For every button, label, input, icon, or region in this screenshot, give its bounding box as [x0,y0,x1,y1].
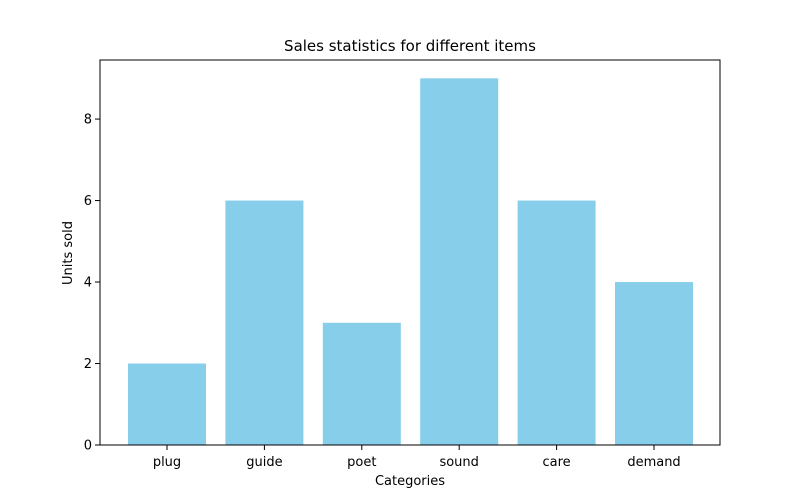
y-axis-label: Units sold [61,221,76,285]
x-tick-label: poet [347,455,376,470]
y-tick-label: 4 [84,276,92,291]
bar-plug [128,363,206,445]
x-tick-label: care [543,455,571,470]
bar-poet [322,322,401,445]
bar-care [517,200,596,445]
plot-area: plug guide poet sound care demand 0 2 4 6 8 [84,59,721,470]
bar-sound [420,78,499,445]
plot-frame [99,59,721,446]
bar-guide [225,200,304,445]
y-tick-label: 2 [84,357,92,372]
x-tick-label: guide [246,455,282,470]
x-axis-label: Categories [375,474,445,489]
x-tick-label: sound [439,455,478,470]
y-tick-label: 6 [84,194,92,209]
x-tick-label: plug [153,455,181,470]
y-tick-label: 0 [84,439,92,454]
x-tick-label: demand [627,455,680,470]
bar-demand [615,282,693,445]
chart-title: Sales statistics for different items [284,37,536,55]
y-tick-label: 8 [84,113,92,128]
